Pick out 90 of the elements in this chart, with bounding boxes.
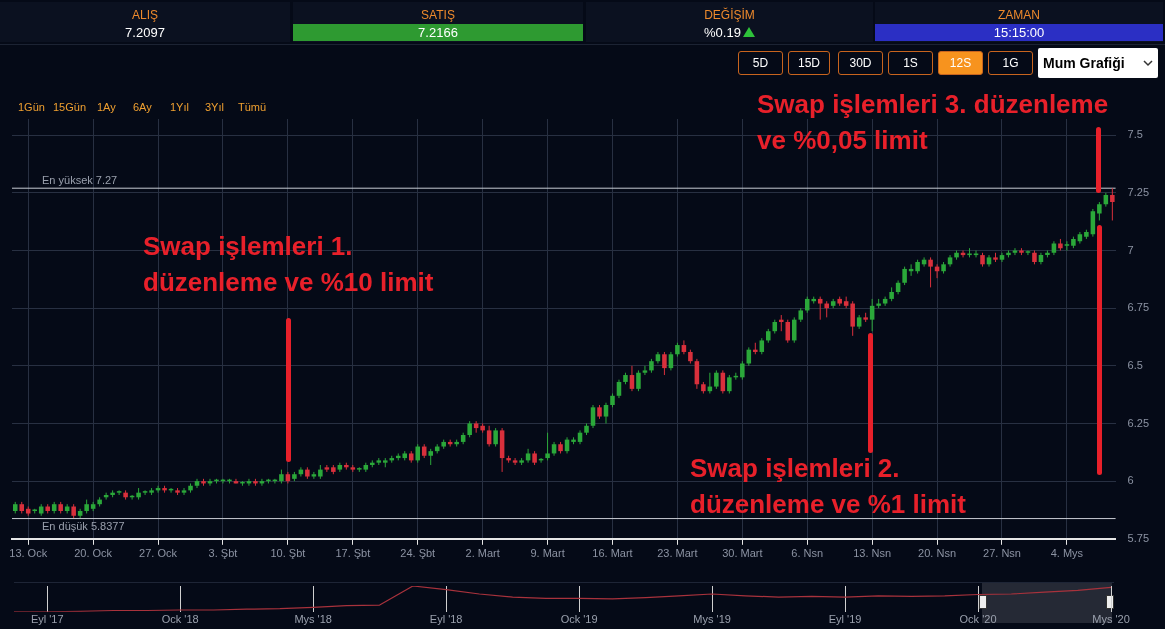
x-tick-label: Ock '19 [560, 613, 598, 626]
x-tick-label: Eyl '18 [429, 613, 463, 626]
x-tick-label: Ock '20 [959, 613, 997, 626]
candlestick [512, 457, 518, 466]
candlestick [785, 319, 791, 344]
candlestick [817, 296, 823, 321]
candlestick [850, 300, 855, 337]
x-tick-label: 20. Nsn [918, 547, 957, 560]
text: 15Gün [53, 101, 87, 113]
ref-line-label: En yüksek 7.27 [42, 173, 118, 186]
text: 1Yıl [170, 101, 189, 113]
interval-button: 15D [788, 51, 830, 75]
candlestick [662, 351, 667, 376]
interval-button: 30D [838, 51, 883, 75]
candlestick [545, 432, 550, 461]
annotation: Swap işlemleri 2. düzenleme ve %1 limit [690, 452, 967, 521]
candlestick [1097, 201, 1102, 221]
candlestick [1110, 187, 1115, 221]
interval-button: 1S [888, 51, 933, 75]
x-tick-label: Mys '19 [693, 613, 731, 626]
interval-button: 5D [738, 51, 783, 75]
x-tick-label: 2. Mart [465, 547, 500, 560]
x-tick-label: 23. Mart [657, 547, 698, 560]
x-tick-label: Eyl '19 [828, 613, 862, 626]
x-tick-label: 17. Şbt [335, 547, 371, 560]
text: 15:15:00 [875, 24, 1163, 41]
text: DEĞİŞİM [703, 8, 756, 22]
text: 1Ay [97, 101, 116, 113]
annotation: Swap işlemleri 3. düzenleme ve %0,05 limit [757, 88, 1110, 157]
y-tick-label: 5.75 [1127, 531, 1150, 544]
candlestick [415, 443, 420, 464]
candlestick [603, 402, 609, 424]
dropdown-field: Mum Grafiği [1038, 48, 1158, 78]
candlestick [493, 427, 498, 448]
x-tick-label: 24. Şbt [400, 547, 436, 560]
candlestick [590, 404, 596, 429]
x-tick-label: 27. Nsn [983, 547, 1021, 560]
y-tick-label: 6.75 [1127, 301, 1150, 314]
text: ZAMAN [997, 8, 1041, 22]
candlestick [636, 369, 641, 392]
text: SATIŞ [420, 8, 456, 22]
text: %0.19 [703, 24, 742, 41]
candlestick [142, 489, 148, 496]
annotation: Swap işlemleri 1. düzenleme ve %10 limit [143, 230, 435, 299]
text: 3Yıl [205, 101, 224, 113]
y-tick-label: 7.25 [1127, 185, 1150, 198]
x-tick-label: 30. Mart [722, 547, 763, 560]
x-tick-label: Mys '18 [294, 613, 332, 626]
text: 7.2166 [293, 24, 583, 41]
y-tick-label: 7.5 [1127, 128, 1143, 141]
candlestick [791, 316, 797, 344]
text: Tümü [238, 101, 267, 113]
x-tick-label: 6. Nsn [791, 547, 824, 560]
candlestick [642, 365, 648, 376]
text: 7.2097 [124, 24, 166, 41]
x-tick-label: 20. Ock [74, 547, 113, 560]
ref-line-label: En düşük 5.8377 [42, 520, 125, 533]
candlestick [181, 487, 187, 496]
text: 6Ay [133, 101, 152, 113]
x-tick-label: Ock '18 [161, 613, 199, 626]
candlestick [116, 489, 122, 496]
candlestick [525, 448, 531, 464]
interval-button: 12S [938, 51, 983, 75]
x-tick-label: 13. Nsn [853, 547, 892, 560]
x-tick-label: Mys '20 [1092, 613, 1130, 626]
y-tick-label: 7 [1127, 243, 1134, 256]
candlestick [902, 266, 907, 286]
y-tick-label: 6 [1127, 474, 1134, 487]
candlestick [1012, 247, 1018, 256]
x-tick-label: Eyl '17 [30, 613, 64, 626]
candlestick [1025, 249, 1031, 256]
candlestick [928, 256, 933, 288]
x-tick-label: 13. Ock [9, 547, 48, 560]
text: 1Gün [18, 101, 45, 113]
x-tick-label: 4. Mys [1050, 547, 1084, 560]
y-tick-label: 6.25 [1127, 416, 1150, 429]
y-tick-label: 6.5 [1127, 358, 1143, 371]
candlestick [1064, 240, 1070, 251]
candlestick [681, 339, 687, 355]
candlestick [740, 360, 745, 381]
x-tick-label: 16. Mart [592, 547, 633, 560]
text: ALIŞ [131, 8, 159, 22]
x-tick-label: 10. Şbt [270, 547, 306, 560]
interval-button: 1G [988, 51, 1033, 75]
x-tick-label: 9. Mart [530, 547, 565, 560]
candlestick [727, 374, 732, 394]
x-tick-label: 27. Ock [139, 547, 178, 560]
candlestick [714, 369, 719, 390]
candlestick [311, 471, 317, 480]
x-tick-label: 3. Şbt [208, 547, 238, 560]
